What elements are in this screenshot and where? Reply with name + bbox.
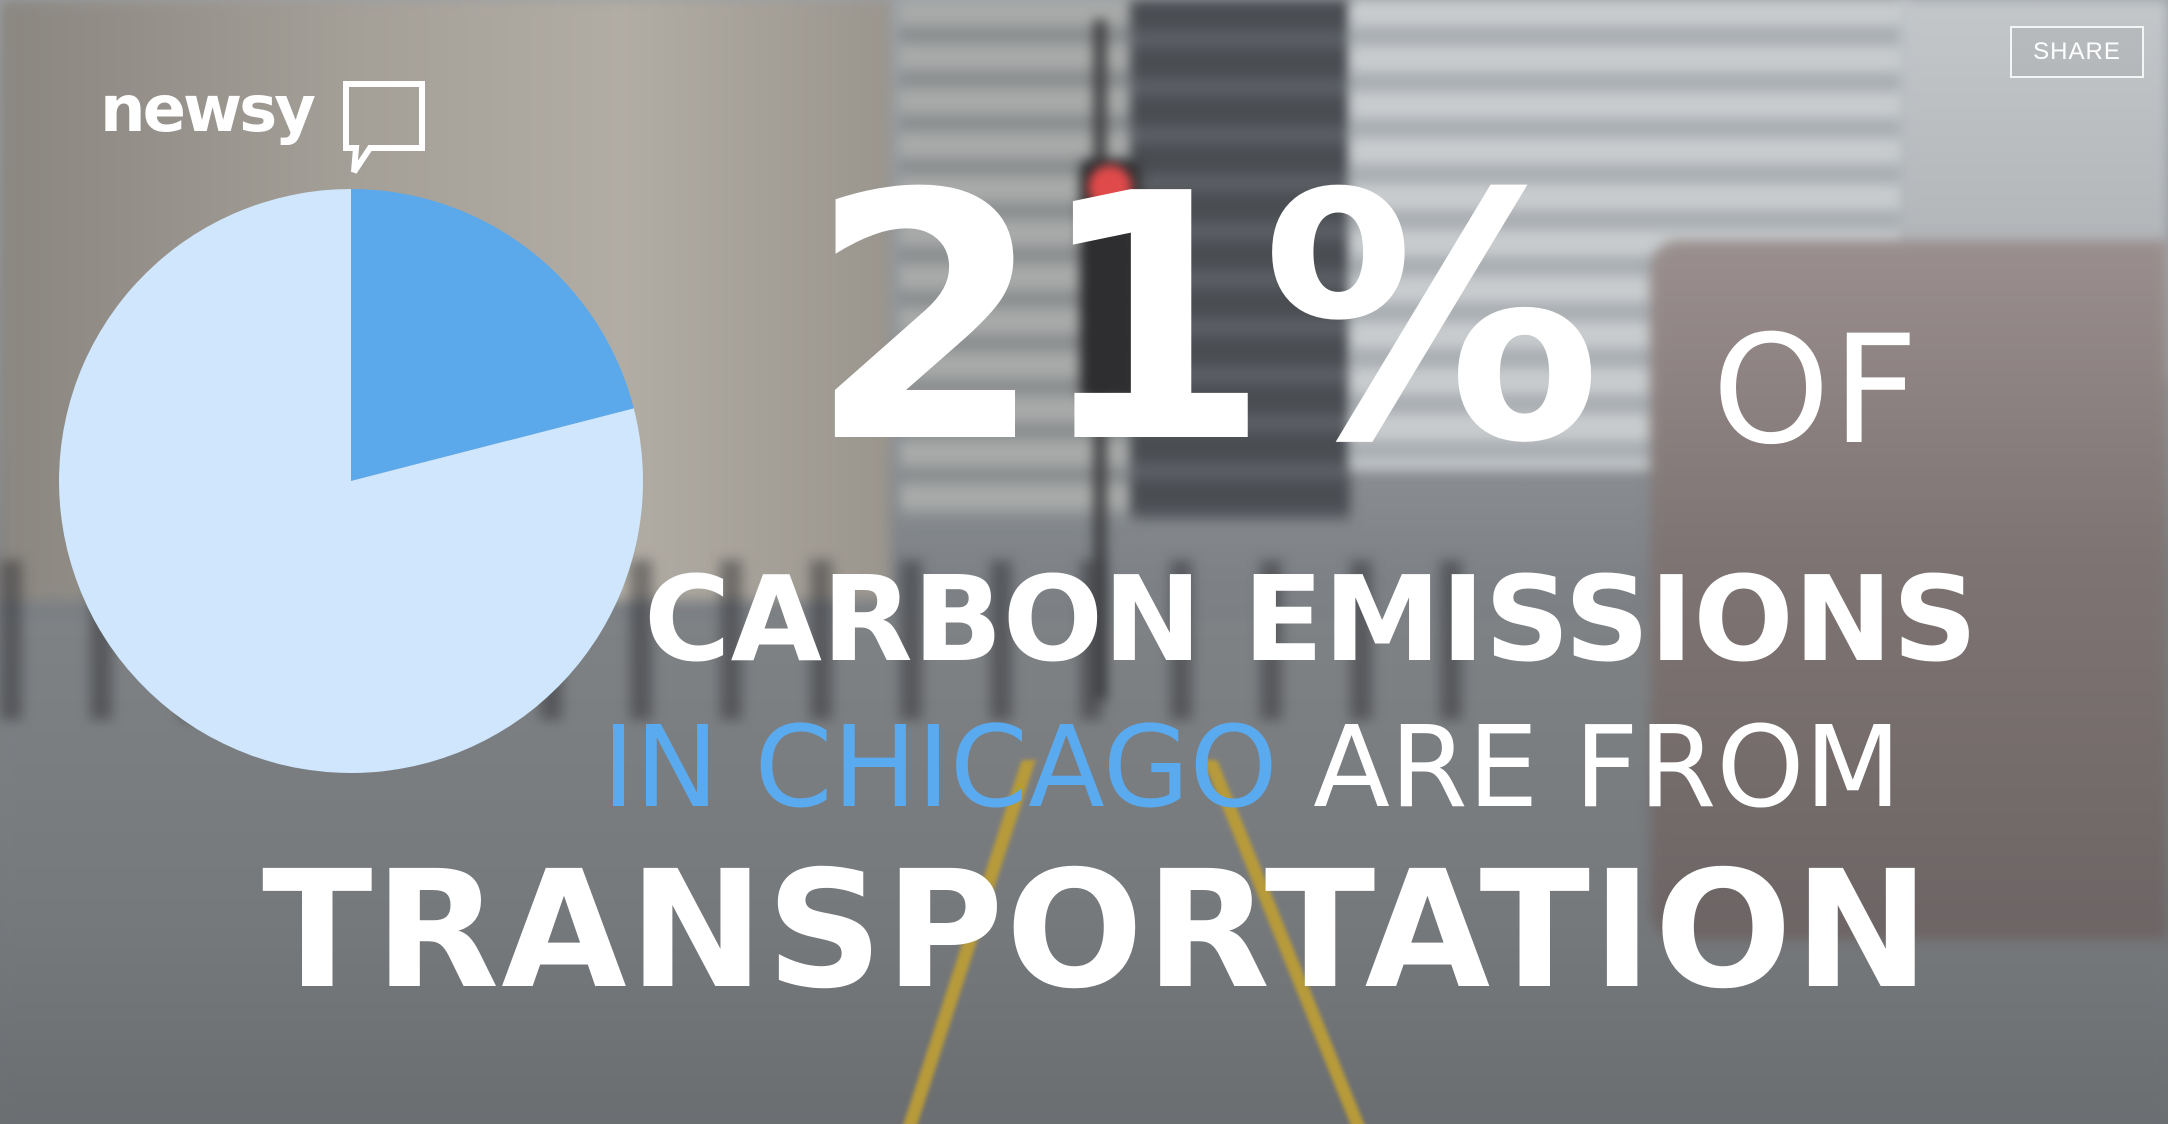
headline-of: OF xyxy=(1712,304,1921,478)
headline-carbon-emissions: CARBON EMISSIONS xyxy=(644,550,1978,688)
headline-are-from: ARE FROM xyxy=(1313,703,1902,833)
share-button[interactable]: SHARE xyxy=(2010,26,2144,78)
headline-percent: 21% xyxy=(808,122,1602,518)
pie-slice-rest xyxy=(58,189,643,773)
building-dark xyxy=(1130,0,1350,520)
pie-chart xyxy=(58,189,643,773)
logo-text: newsy xyxy=(100,73,316,147)
headline-transportation: TRANSPORTATION xyxy=(262,837,1932,1025)
bus xyxy=(1650,240,2168,940)
pie-slice-highlight xyxy=(351,189,634,481)
speech-bubble-icon xyxy=(343,81,425,174)
headline-in-chicago-line: IN CHICAGO ARE FROM xyxy=(602,712,1901,824)
newsy-logo: newsy xyxy=(100,70,425,190)
traffic-light-red-lamp xyxy=(1088,165,1132,209)
headline-in-chicago: IN CHICAGO xyxy=(602,703,1278,833)
